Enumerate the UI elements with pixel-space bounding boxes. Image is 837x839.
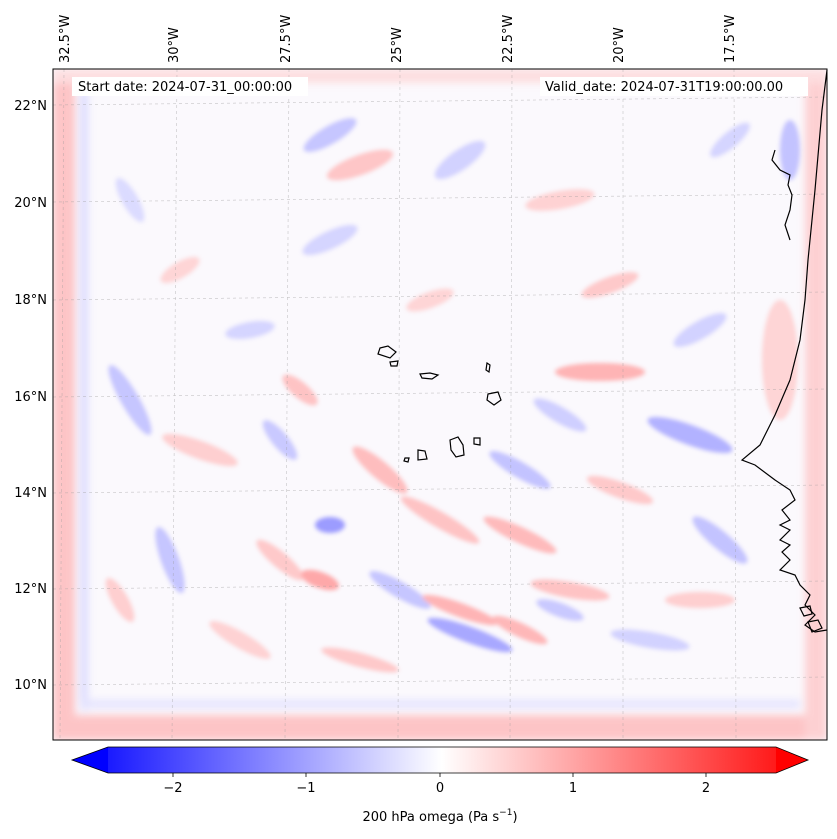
valid-date-box: Valid_date: 2024-07-31T19:00:00.00 [540, 77, 808, 96]
valid-date-label: Valid_date: 2024-07-31T19:00:00.00 [545, 80, 783, 95]
lat-tick-labels: 22°N 20°N 18°N 16°N 14°N 12°N 10°N [14, 99, 47, 693]
colorbar-tick-label: −2 [163, 781, 182, 796]
lon-tick-labels: 32.5°W 30°W 27.5°W 25°W 22.5°W 20°W 17.5… [58, 15, 738, 63]
lon-tick-label: 27.5°W [279, 15, 294, 63]
lon-tick-label: 17.5°W [723, 15, 738, 63]
colorbar-label-main: 200 hPa omega (Pa s [362, 810, 499, 825]
omega-field [53, 69, 827, 740]
lon-tick-label: 30°W [167, 27, 182, 63]
colorbar-outline [70, 746, 810, 774]
africa-coastline [740, 69, 828, 633]
colorbar-label-sup: −1 [499, 808, 512, 818]
colorbar-label: 200 hPa omega (Pa s−1) [362, 808, 517, 825]
colorbar-tick-label: −1 [296, 781, 315, 796]
colorbar-extend-high [776, 747, 808, 773]
start-date-box: Start date: 2024-07-31_00:00:00 [72, 77, 308, 96]
colorbar-tick-label: 1 [569, 781, 577, 796]
lat-tick-label: 14°N [14, 486, 47, 501]
colorbar-tick-labels: −2 −1 0 1 2 [163, 781, 710, 796]
map-frame [52, 68, 828, 741]
lon-tick-label: 25°W [390, 27, 405, 63]
map-panel: Start date: 2024-07-31_00:00:00 Valid_da… [14, 15, 828, 741]
lat-tick-label: 18°N [14, 293, 47, 308]
lon-tick-label: 20°W [612, 27, 627, 63]
cabo-verde-islands [377, 345, 397, 359]
colorbar-tick-marks [172, 773, 707, 777]
colorbar: −2 −1 0 1 2 200 hPa omega (Pa s−1) [70, 746, 810, 825]
lat-tick-label: 22°N [14, 99, 47, 114]
lat-tick-label: 20°N [14, 196, 47, 211]
colorbar-label-end: ) [512, 810, 517, 825]
lat-tick-label: 12°N [14, 582, 47, 597]
lon-tick-label: 22.5°W [501, 15, 516, 63]
lat-tick-label: 16°N [14, 390, 47, 405]
lon-tick-label: 32.5°W [58, 15, 73, 63]
start-date-label: Start date: 2024-07-31_00:00:00 [78, 80, 292, 95]
colorbar-tick-label: 0 [436, 781, 444, 796]
colorbar-body [108, 747, 776, 773]
colorbar-extend-low [72, 747, 108, 773]
gridlines [53, 69, 827, 740]
coastlines [377, 69, 828, 633]
lat-tick-label: 10°N [14, 678, 47, 693]
colorbar-tick-label: 2 [702, 781, 710, 796]
